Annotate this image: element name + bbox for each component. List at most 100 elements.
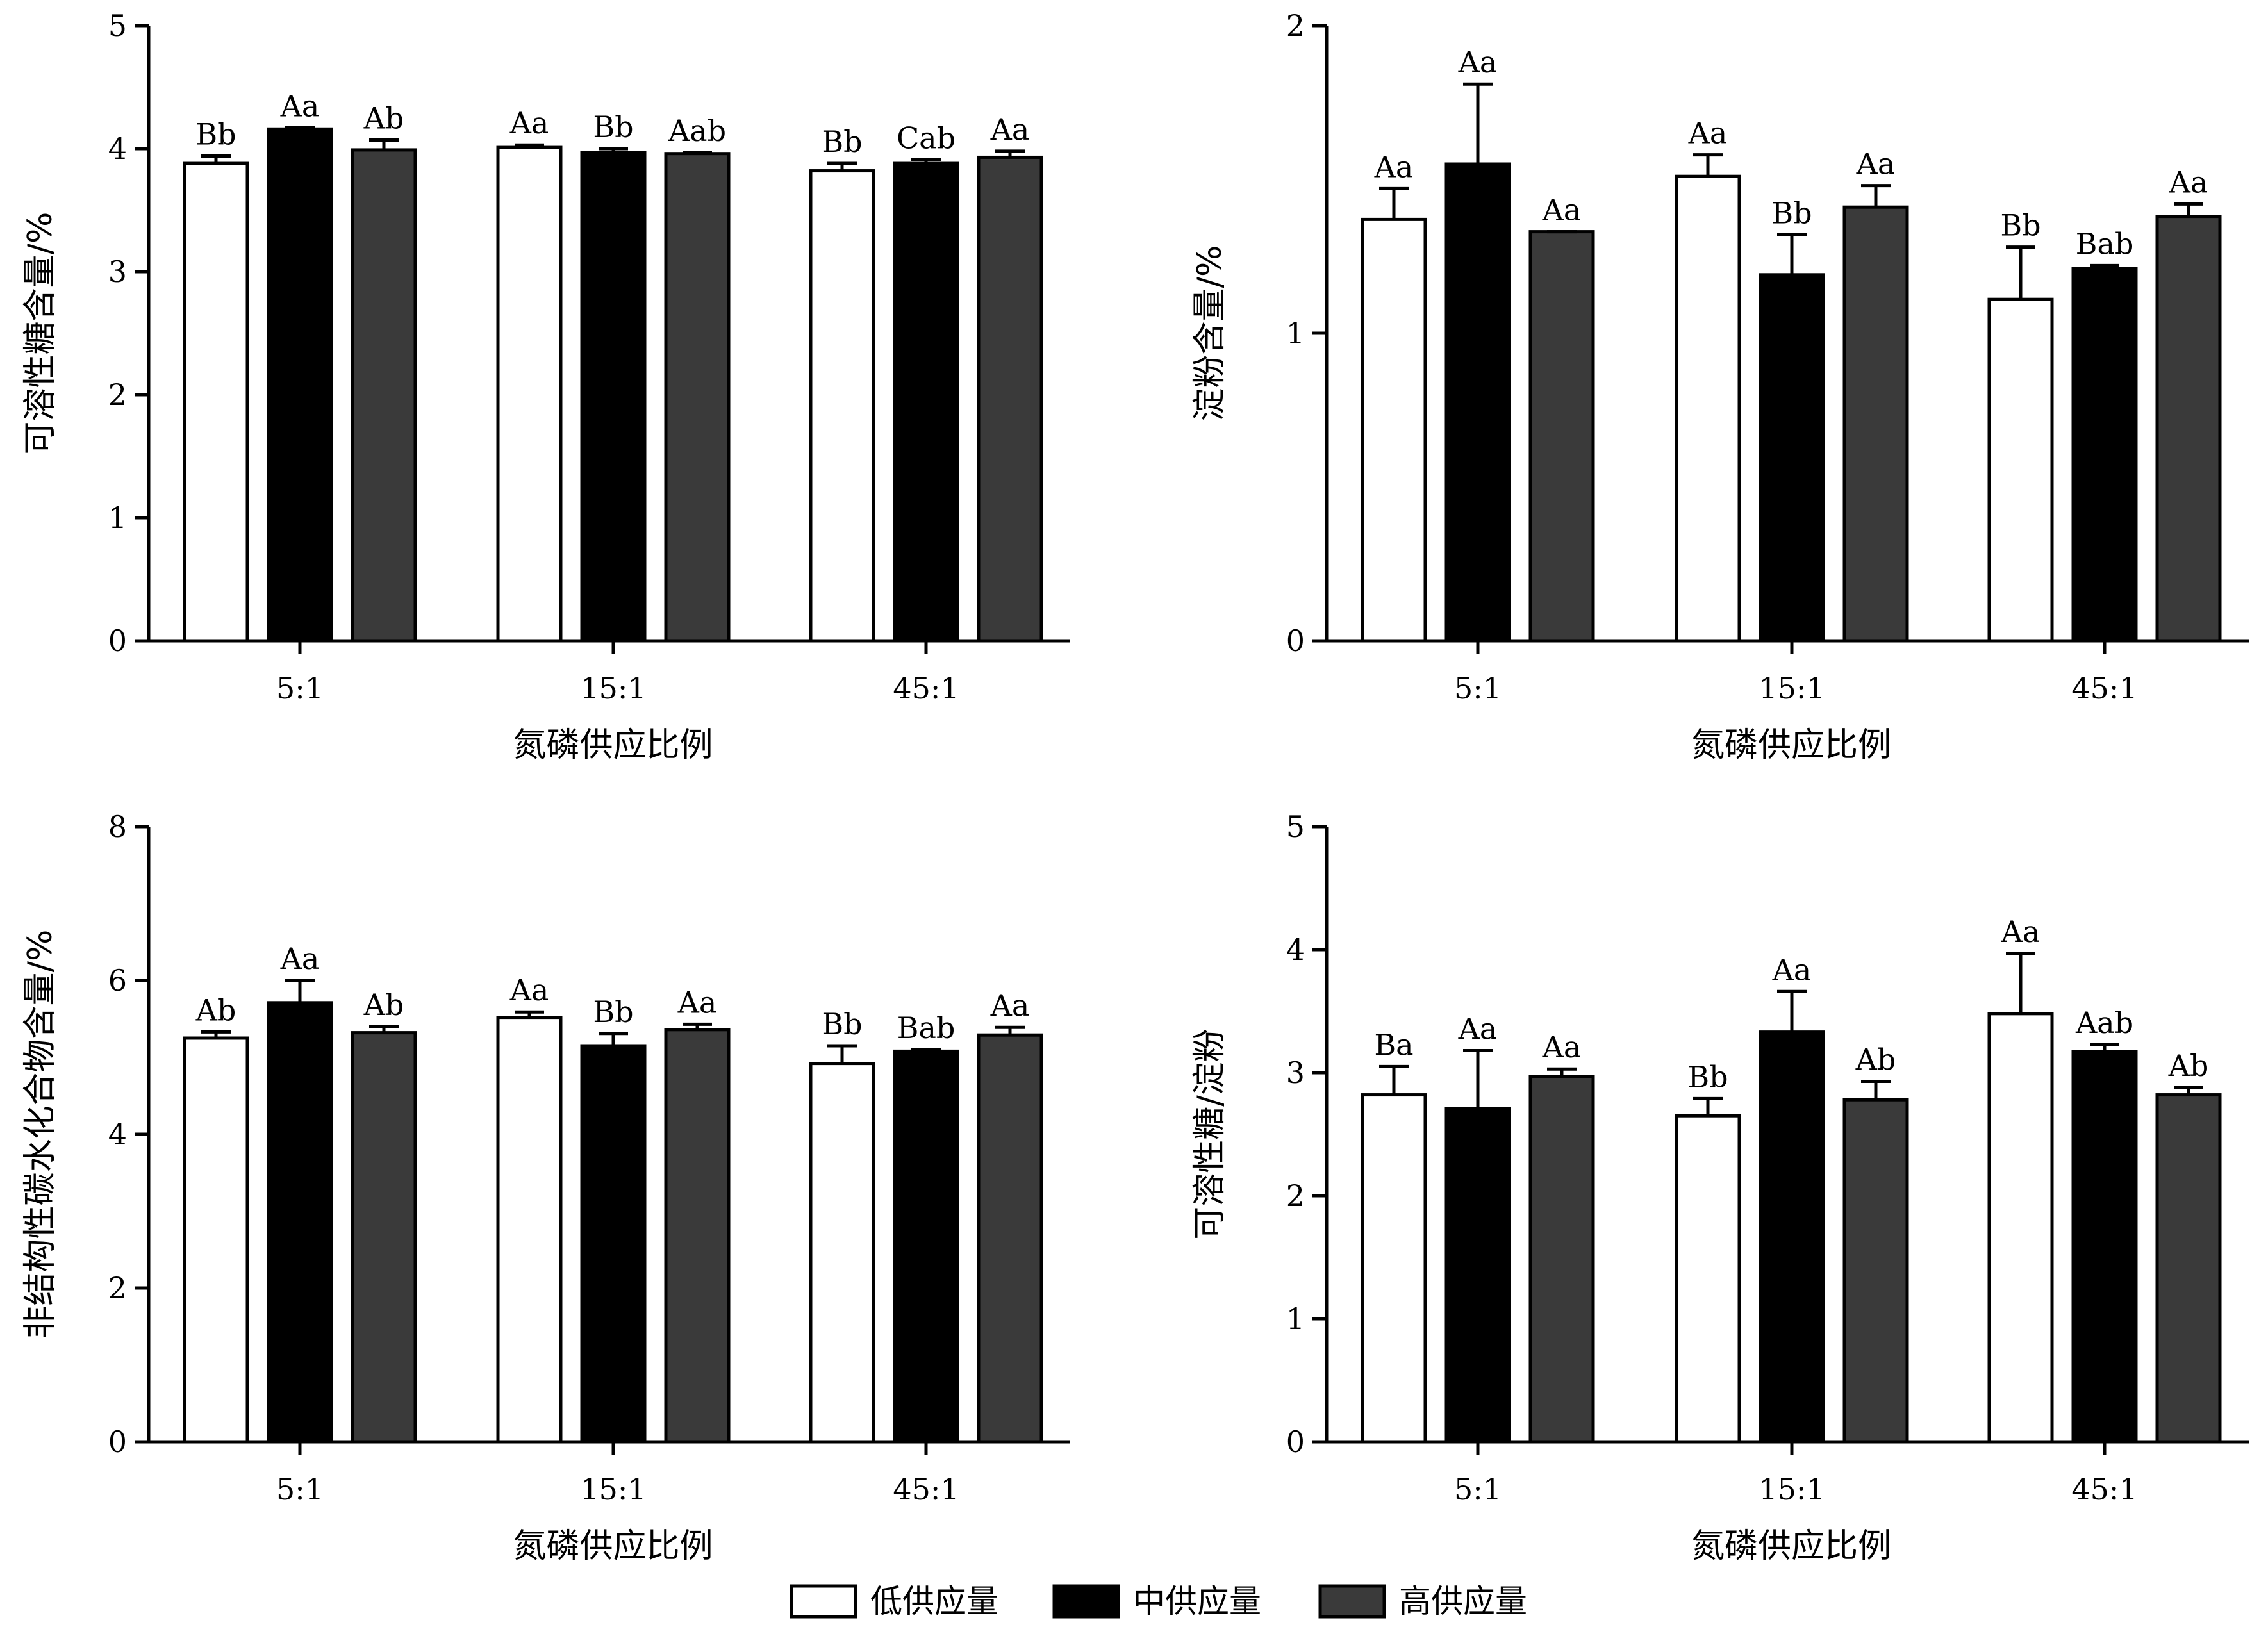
bar-high-0 bbox=[1528, 230, 1595, 643]
y-tick-label: 0 bbox=[1286, 1425, 1305, 1459]
bar-mid-2 bbox=[2071, 267, 2138, 643]
significance-label: Aa bbox=[280, 88, 320, 123]
significance-label: Aa bbox=[280, 941, 320, 976]
x-tick-label: 45:1 bbox=[2071, 671, 2137, 706]
y-tick-label: 2 bbox=[108, 377, 127, 412]
x-tick-label: 5:1 bbox=[276, 1472, 324, 1507]
y-axis-title: 可溶性糖含量/% bbox=[21, 212, 60, 455]
y-tick-label: 4 bbox=[108, 1117, 127, 1152]
y-tick-label: 8 bbox=[108, 809, 127, 844]
significance-label: Aab bbox=[668, 113, 726, 148]
bar-low-1 bbox=[1675, 1114, 1741, 1444]
bar-mid-1 bbox=[580, 1044, 647, 1444]
bar-high-1 bbox=[1842, 205, 1909, 643]
bar-mid-0 bbox=[267, 127, 333, 643]
y-tick-label: 4 bbox=[1286, 932, 1305, 967]
significance-label: Ab bbox=[363, 101, 404, 136]
bar-low-1 bbox=[496, 1016, 563, 1444]
significance-label: Ab bbox=[195, 993, 236, 1027]
x-tick-label: 15:1 bbox=[1759, 671, 1825, 706]
chart-panel-top-left: 0 1 2 3 4 5 可溶性糖含量/% 5:1 15:1 45:1 氮磷供应比例 Bb Aa Bb Aa B… bbox=[21, 8, 1070, 764]
x-tick-label: 5:1 bbox=[1454, 671, 1502, 706]
significance-label: Bb bbox=[195, 117, 236, 152]
significance-label: Bb bbox=[2000, 208, 2040, 243]
significance-label: Ab bbox=[1855, 1042, 1896, 1077]
y-tick-label: 0 bbox=[1286, 624, 1305, 658]
bar-high-2 bbox=[977, 155, 1043, 643]
significance-label: Aa bbox=[1542, 193, 1582, 227]
significance-label: Aa bbox=[1542, 1030, 1582, 1064]
y-tick-label: 6 bbox=[108, 963, 127, 998]
significance-label: Aa bbox=[2001, 914, 2040, 949]
bar-low-2 bbox=[1987, 297, 2054, 643]
bar-mid-0 bbox=[1444, 162, 1511, 643]
significance-label: Aa bbox=[1458, 45, 1498, 79]
significance-label: Ab bbox=[2168, 1048, 2209, 1083]
significance-label: Bb bbox=[1771, 195, 1812, 230]
bar-mid-2 bbox=[2071, 1050, 2138, 1444]
y-tick-label: 2 bbox=[1286, 1178, 1305, 1213]
significance-label: Aab bbox=[2075, 1005, 2133, 1040]
legend-swatch-low bbox=[790, 1584, 857, 1619]
legend-label-low: 低供应量 bbox=[870, 1583, 998, 1620]
y-tick-label: 2 bbox=[108, 1271, 127, 1305]
bar-high-2 bbox=[2155, 215, 2222, 643]
legend-swatch-high bbox=[1318, 1584, 1386, 1619]
legend-swatch-mid bbox=[1052, 1584, 1120, 1619]
bar-low-1 bbox=[496, 145, 563, 643]
y-tick-label: 3 bbox=[108, 254, 127, 289]
bar-high-1 bbox=[664, 1028, 731, 1444]
y-tick-label: 0 bbox=[108, 624, 127, 658]
bar-mid-1 bbox=[1759, 273, 1825, 643]
y-tick-label: 3 bbox=[1286, 1055, 1305, 1090]
significance-label: Bab bbox=[897, 1011, 956, 1045]
y-axis-title: 可溶性糖/淀粉 bbox=[1191, 1028, 1229, 1240]
significance-label: Aa bbox=[1688, 116, 1728, 151]
bar-low-2 bbox=[1987, 1012, 2054, 1444]
y-tick-label: 1 bbox=[1286, 1301, 1305, 1336]
bar-high-1 bbox=[664, 152, 731, 643]
significance-label: Cab bbox=[897, 120, 956, 155]
significance-label: Aa bbox=[990, 988, 1030, 1023]
significance-label: Aa bbox=[677, 985, 717, 1020]
x-axis-title: 氮磷供应比例 bbox=[1691, 1527, 1891, 1565]
bar-low-1 bbox=[1675, 174, 1741, 643]
y-tick-label: 1 bbox=[108, 500, 127, 535]
y-tick-label: 5 bbox=[108, 8, 127, 43]
bar-high-2 bbox=[977, 1033, 1043, 1444]
bar-high-0 bbox=[351, 148, 417, 643]
x-tick-label: 15:1 bbox=[580, 671, 646, 706]
x-axis-title: 氮磷供应比例 bbox=[513, 1527, 713, 1565]
significance-label: Aa bbox=[1856, 147, 1896, 181]
significance-label: Bb bbox=[822, 1007, 862, 1041]
x-axis-title: 氮磷供应比例 bbox=[1691, 726, 1891, 764]
y-tick-label: 5 bbox=[1286, 809, 1305, 844]
y-axis-title: 非结构性碳水化合物含量/% bbox=[21, 930, 60, 1339]
significance-label: Aa bbox=[1772, 952, 1812, 987]
chart-panel-top-right: 0 1 2 淀粉含量/% 5:1 15:1 45:1 氮磷供应比例 Aa Aa Bb Aa Bb Bab A… bbox=[1191, 8, 2249, 764]
x-tick-label: 45:1 bbox=[893, 1472, 959, 1507]
chart-panel-bottom-right: 0 1 2 3 4 5 可溶性糖/淀粉 5:1 15:1 45:1 氮磷供应比例 Ba Bb Aa Aa Aa… bbox=[1191, 809, 2249, 1565]
bar-high-0 bbox=[351, 1031, 417, 1444]
y-tick-label: 2 bbox=[1286, 8, 1305, 43]
bar-low-2 bbox=[809, 1062, 875, 1444]
bar-low-0 bbox=[1361, 217, 1427, 643]
significance-label: Bab bbox=[2076, 226, 2134, 261]
significance-label: Bb bbox=[593, 110, 633, 144]
x-tick-label: 5:1 bbox=[1454, 1472, 1502, 1507]
significance-label: Bb bbox=[822, 124, 862, 159]
x-tick-label: 45:1 bbox=[2071, 1472, 2137, 1507]
significance-label: Bb bbox=[1687, 1059, 1728, 1094]
bar-mid-1 bbox=[1759, 1030, 1825, 1444]
legend-label-high: 高供应量 bbox=[1399, 1583, 1527, 1620]
x-tick-label: 15:1 bbox=[1759, 1472, 1825, 1507]
bar-high-2 bbox=[2155, 1093, 2222, 1444]
legend: 低供应量 中供应量 高供应量 bbox=[790, 1583, 1527, 1620]
significance-label: Bb bbox=[593, 995, 633, 1029]
y-tick-label: 0 bbox=[108, 1425, 127, 1459]
significance-label: Aa bbox=[2169, 165, 2208, 199]
bar-low-2 bbox=[809, 169, 875, 643]
significance-label: Aa bbox=[1374, 149, 1414, 184]
